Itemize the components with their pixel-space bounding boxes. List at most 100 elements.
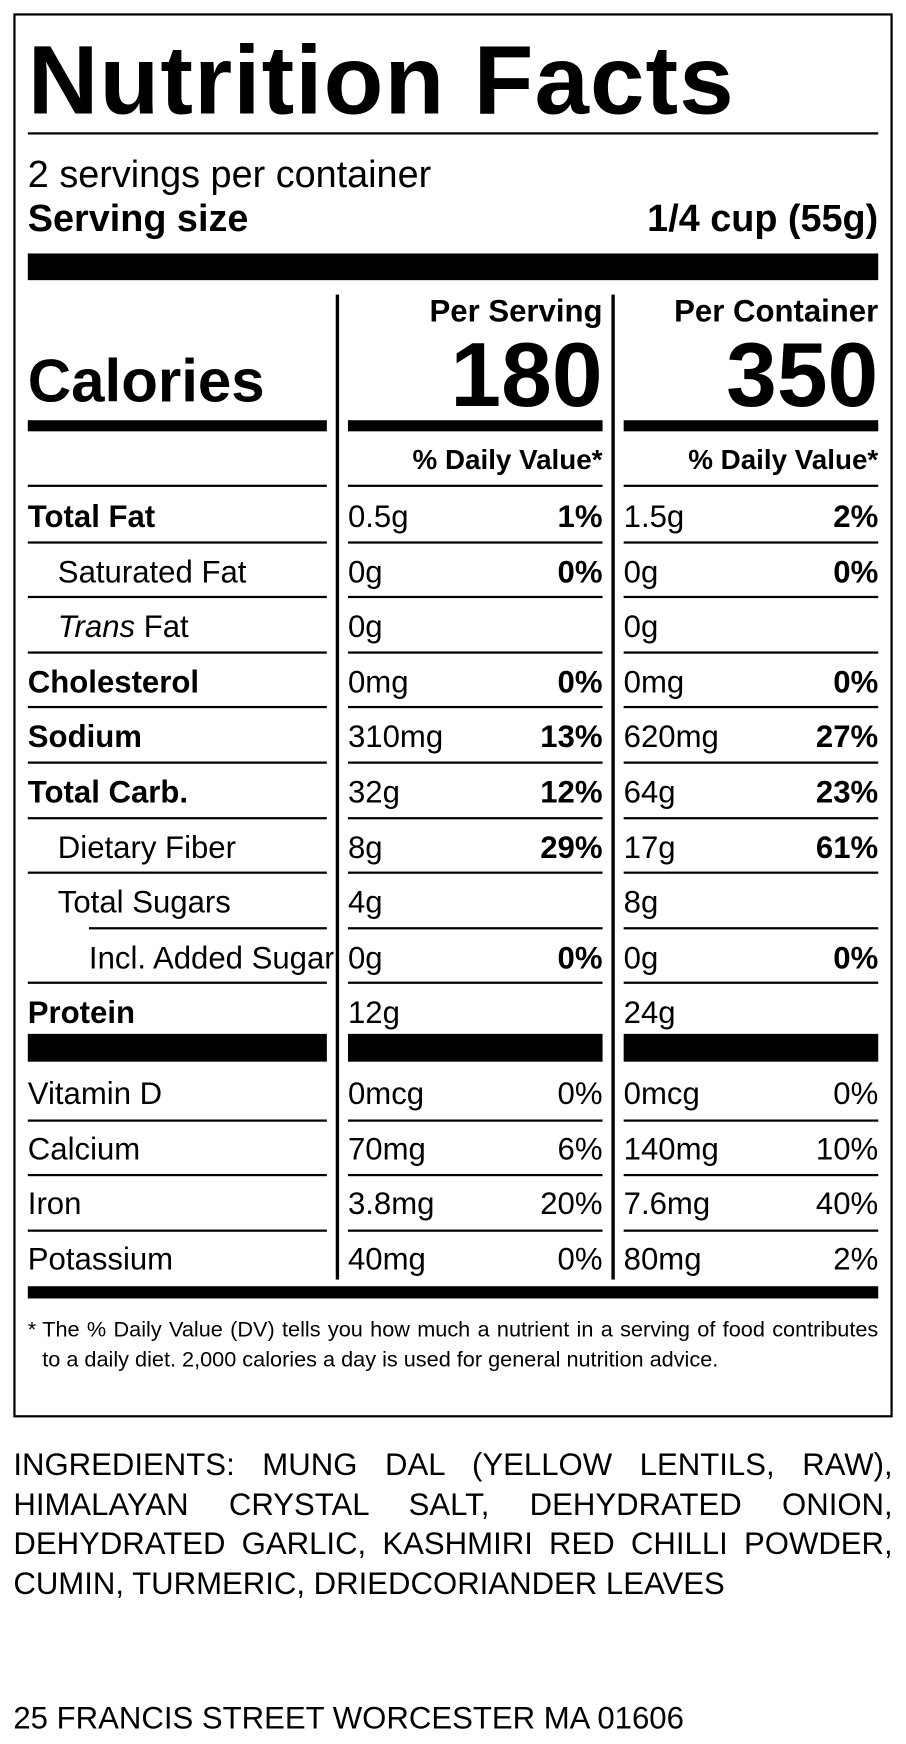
amount: 17g <box>623 829 676 865</box>
amount: 1.5g <box>623 499 685 534</box>
rule <box>347 816 603 819</box>
amount: 8g <box>623 885 659 920</box>
daily-value: 0% <box>833 940 879 975</box>
daily-value: 20% <box>540 1186 603 1221</box>
thick-bar <box>27 1286 879 1299</box>
daily-value: 0% <box>833 1076 879 1111</box>
rule <box>623 706 879 709</box>
amount: 140mg <box>623 1131 719 1166</box>
thick-bar <box>27 253 879 281</box>
nutrient-name: Total Carb. <box>27 774 189 810</box>
nutrient-name: Saturated Fat <box>57 554 247 589</box>
nutrient-name: Potassium <box>27 1241 174 1277</box>
calories-value: 180 <box>450 324 603 426</box>
rule <box>623 1229 879 1232</box>
title: Nutrition Facts <box>27 24 735 135</box>
amount: 3.8mg <box>347 1186 435 1221</box>
rule <box>623 1174 879 1177</box>
rule <box>623 816 879 819</box>
column-divider <box>335 294 340 1280</box>
calories-bar <box>27 420 327 432</box>
amount: 0g <box>347 609 383 644</box>
rule <box>27 484 327 487</box>
serving-size-label: Serving size <box>27 197 249 241</box>
thick-bar <box>623 1033 879 1062</box>
rule <box>27 1229 327 1232</box>
rule <box>27 651 327 654</box>
daily-value: 27% <box>815 719 879 755</box>
amount: 310mg <box>347 719 444 755</box>
rule <box>623 540 879 544</box>
nutrient-name: Protein <box>27 995 136 1030</box>
amount: 0mg <box>347 664 409 700</box>
nutrient-name: Iron <box>27 1186 82 1221</box>
rule <box>27 540 327 544</box>
ingredients: INGREDIENTS: MUNG DAL (YELLOW LENTILS, R… <box>13 1447 893 1601</box>
rule <box>347 871 603 875</box>
rule <box>27 1174 327 1177</box>
daily-value: 13% <box>540 719 603 755</box>
rule <box>27 706 327 709</box>
amount: 64g <box>623 774 676 810</box>
calories-label: Calories <box>27 347 265 415</box>
rule <box>27 871 327 875</box>
rule <box>347 982 603 985</box>
column-header: Per Serving <box>429 293 603 328</box>
rule <box>347 926 603 930</box>
daily-value: 23% <box>815 774 879 810</box>
calories-bar <box>347 420 603 432</box>
amount: 0g <box>347 554 383 589</box>
label-border <box>13 13 893 1418</box>
rule <box>347 1229 603 1232</box>
daily-value: 2% <box>833 499 879 534</box>
amount: 80mg <box>623 1241 702 1277</box>
daily-value: 0% <box>833 554 879 589</box>
amount: 0.5g <box>347 499 409 534</box>
amount: 0g <box>347 940 383 975</box>
calories-bar <box>623 420 879 432</box>
nutrient-name: Total Sugars <box>57 885 231 920</box>
rule <box>623 1119 879 1122</box>
amount: 32g <box>347 774 400 810</box>
address: 25 FRANCIS STREET WORCESTER MA 01606 <box>13 1700 684 1736</box>
daily-value: 12% <box>540 774 603 810</box>
daily-value: 29% <box>540 829 603 865</box>
daily-value: 61% <box>815 829 879 865</box>
nutrient-name: Calcium <box>27 1131 141 1166</box>
amount: 0g <box>623 554 659 589</box>
daily-value: 10% <box>815 1131 879 1166</box>
rule <box>27 761 327 764</box>
rule <box>347 484 603 487</box>
amount: 0g <box>623 609 659 644</box>
dv-header: % Daily Value* <box>412 444 603 476</box>
footnote: The % Daily Value (DV) tells you how muc… <box>42 1317 879 1372</box>
amount: 620mg <box>623 719 719 755</box>
daily-value: 2% <box>833 1241 879 1277</box>
daily-value: 0% <box>557 1241 603 1277</box>
column-header: Per Container <box>674 293 879 328</box>
nutrient-name-italic: Trans <box>57 609 136 644</box>
serving-size: 1/4 cup (55g) <box>647 197 879 241</box>
daily-value: 40% <box>815 1186 879 1221</box>
amount: 40mg <box>347 1241 426 1277</box>
daily-value: 0% <box>833 664 879 700</box>
daily-value: 6% <box>557 1131 603 1166</box>
rule <box>347 706 603 709</box>
nutrient-name: Trans Fat <box>58 599 334 654</box>
thick-bar <box>347 1033 603 1062</box>
rule <box>27 132 879 135</box>
amount: 70mg <box>347 1131 426 1166</box>
rule <box>27 596 327 599</box>
rule <box>27 982 327 985</box>
servings: 2 servings per container <box>27 153 432 196</box>
daily-value: 0% <box>557 1076 603 1111</box>
daily-value: 0% <box>557 554 603 589</box>
column-divider <box>611 294 615 1280</box>
nutrient-name: Total Fat <box>27 499 156 534</box>
thick-bar <box>27 1033 327 1062</box>
nutrient-name: Sodium <box>27 719 142 755</box>
rule <box>27 816 327 819</box>
dv-header: % Daily Value* <box>688 444 879 476</box>
